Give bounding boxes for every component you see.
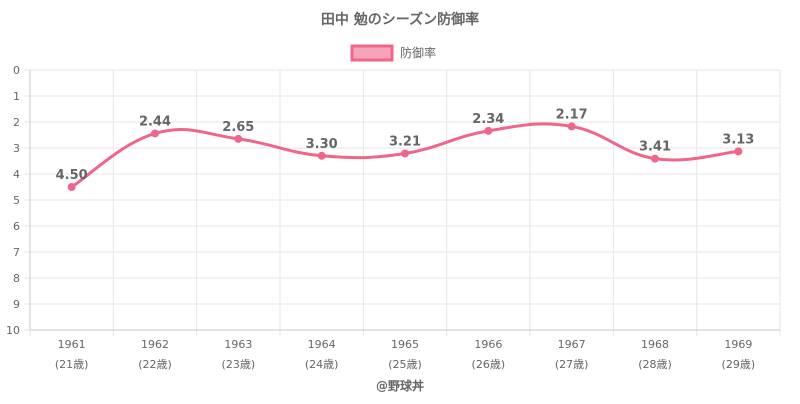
data-label: 3.21 [389,134,421,149]
x-tick-sublabel: (26歳) [472,358,506,371]
legend: 防御率 [350,44,436,62]
data-point [317,151,326,160]
chart-title: 田中 勉のシーズン防御率 [321,11,479,28]
y-tick-label: 1 [13,90,20,103]
data-label: 3.13 [722,132,754,147]
legend-label: 防御率 [400,45,436,60]
data-points [67,122,743,191]
x-tick-sublabel: (25歳) [388,358,422,371]
x-tick-label: 1965 [391,338,419,351]
y-tick-label: 6 [13,220,20,233]
x-tick-label: 1962 [141,338,169,351]
axes: 0 1 2 3 4 5 6 7 8 9 10 1961 (21歳) 1962 (22歳) 1963 (23歳) 1… [6,64,780,371]
data-point [234,134,243,143]
x-tick-label: 1961 [58,338,86,351]
y-tick-label: 8 [13,272,20,285]
watermark: @野球丼 [376,378,424,393]
y-tick-label: 10 [6,324,20,337]
data-label: 2.65 [222,120,254,135]
data-point [484,126,493,135]
data-label: 2.17 [556,107,588,122]
data-point [67,183,76,191]
data-point [651,154,659,163]
grid [24,69,781,336]
y-tick-label: 0 [13,64,20,77]
x-tick-sublabel: (23歳) [222,358,256,371]
y-tick-label: 9 [13,298,20,311]
data-point [151,129,159,138]
x-tick-sublabel: (22歳) [138,358,172,371]
x-tick-label: 1964 [308,338,336,351]
data-label: 2.44 [139,114,171,129]
x-tick-label: 1969 [724,338,752,351]
x-tick-label: 1967 [558,338,586,351]
data-label: 2.34 [472,112,504,127]
data-label: 3.41 [639,140,671,155]
x-tick-sublabel: (21歳) [55,358,89,371]
x-tick-sublabel: (27歳) [555,358,589,371]
x-tick-label: 1966 [474,338,502,351]
x-tick-sublabel: (24歳) [305,358,339,371]
y-tick-label: 3 [13,142,20,155]
y-tick-label: 5 [13,194,20,207]
x-tick-sublabel: (28歳) [638,358,672,371]
y-tick-label: 7 [13,246,20,259]
x-tick-label: 1963 [224,338,252,351]
x-tick-label: 1968 [641,338,669,351]
data-label: 3.30 [306,137,338,152]
x-tick-sublabel: (29歳) [722,358,756,371]
y-tick-label: 2 [13,116,20,129]
data-point [567,122,576,131]
legend-swatch [350,44,394,62]
data-point [734,147,743,156]
data-label: 4.50 [56,168,88,183]
y-tick-label: 4 [13,168,20,181]
data-labels: 4.50 2.44 2.65 3.30 3.21 2.34 2.17 3.41 3.13 [56,107,755,183]
data-point [401,149,409,158]
